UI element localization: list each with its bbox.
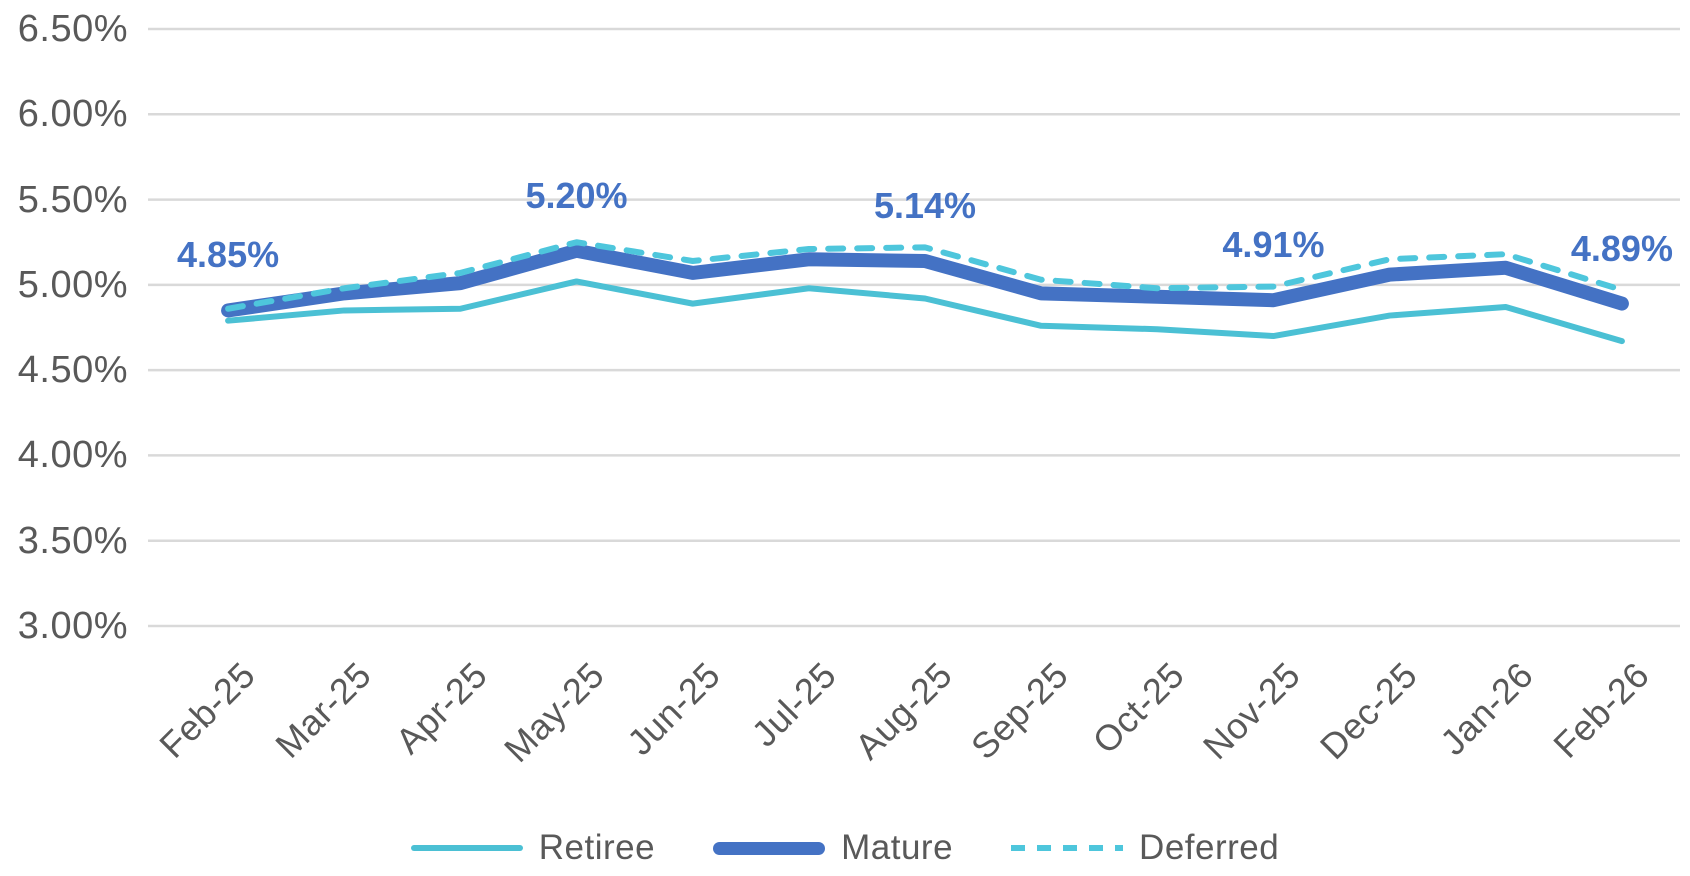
legend-item-mature: Mature: [713, 828, 953, 868]
y-tick-label: 3.50%: [17, 519, 128, 562]
chart-legend: Retiree Mature Deferred: [0, 828, 1690, 868]
series-line-deferred: [225, 239, 1625, 312]
y-tick-label: 5.50%: [17, 178, 128, 221]
legend-label: Mature: [841, 828, 954, 867]
legend-line-swatch-solid-thin: [410, 845, 523, 851]
y-tick-label: 4.00%: [17, 434, 128, 477]
legend-item-retiree: Retiree: [410, 828, 656, 868]
data-label: 5.20%: [525, 174, 628, 216]
data-label: 4.89%: [1570, 227, 1673, 269]
legend-line-swatch-dashed: [1011, 845, 1124, 851]
y-tick-label: 4.50%: [17, 349, 128, 392]
data-label: 5.14%: [873, 184, 977, 226]
legend-line-swatch-solid-thick: [713, 841, 826, 855]
data-label: 4.85%: [177, 234, 280, 276]
y-tick-label: 3.00%: [17, 605, 128, 647]
y-tick-label: 5.00%: [17, 263, 128, 306]
series-line-mature: [221, 243, 1629, 318]
legend-label: Retiree: [538, 828, 656, 867]
y-tick-label: 6.50%: [17, 8, 128, 50]
data-label: 4.91%: [1222, 224, 1325, 266]
y-tick-label: 6.00%: [17, 93, 128, 136]
series-line-retiree: [225, 278, 1625, 345]
legend-item-deferred: Deferred: [1011, 828, 1279, 868]
legend-label: Deferred: [1139, 828, 1280, 867]
